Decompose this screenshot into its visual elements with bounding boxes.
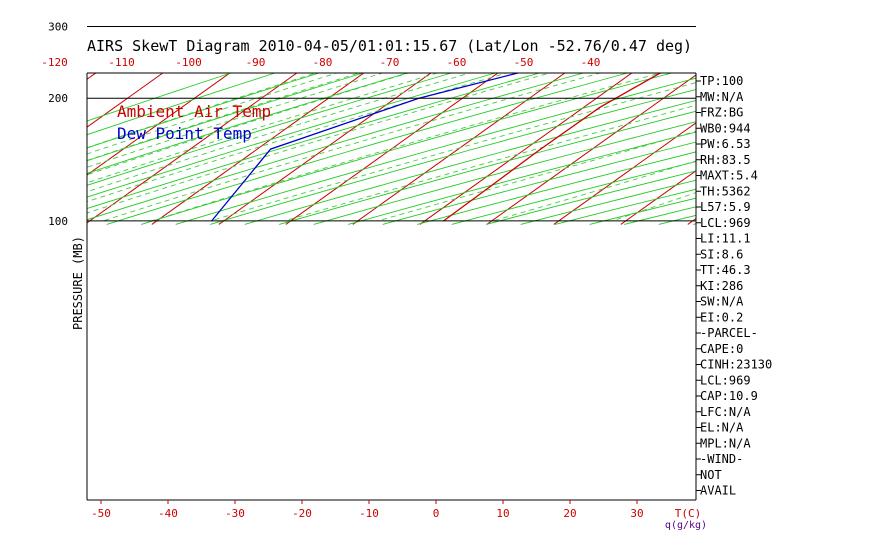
index-label: LCL:969 <box>700 216 751 230</box>
top-temp-tick-label: -110 <box>108 56 135 69</box>
temp-tick-label: 20 <box>563 507 576 520</box>
grid-lines <box>87 0 870 225</box>
index-label: FRZ:BG <box>700 106 743 120</box>
temp-tick-label: -20 <box>292 507 312 520</box>
temp-tick-label: 0 <box>433 507 440 520</box>
index-label: LCL:969 <box>700 373 751 387</box>
index-label: TT:46.3 <box>700 263 751 277</box>
top-temp-tick-label: -60 <box>447 56 467 69</box>
index-label: -PARCEL- <box>700 326 758 340</box>
isotherm-line <box>486 74 696 225</box>
profiles <box>211 73 662 222</box>
moist-adiabat-line <box>210 82 696 222</box>
index-label: CAP:10.9 <box>700 389 758 403</box>
temperature-profile-line <box>443 73 662 222</box>
pressure-tick-label: 200 <box>48 92 68 105</box>
index-label: MPL:N/A <box>700 436 751 450</box>
chart-title: AIRS SkewT Diagram 2010-04-05/01:01:15.6… <box>87 37 692 55</box>
moist-adiabat-line <box>493 160 696 222</box>
index-label: CINH:23130 <box>700 358 772 372</box>
top-temp-tick-label: -100 <box>175 56 202 69</box>
top-temp-tick-label: -90 <box>246 56 266 69</box>
legend: Ambient Air Temp Dew Point Temp <box>117 102 271 143</box>
temp-tick-label: 10 <box>496 507 509 520</box>
index-label: CAPE:0 <box>700 342 743 356</box>
index-label: RH:83.5 <box>700 153 751 167</box>
dry-adiabat-line <box>382 141 696 225</box>
index-label: PW:6.53 <box>700 137 751 151</box>
index-label: TH:5362 <box>700 184 751 198</box>
temp-tick-label: -50 <box>91 507 111 520</box>
top-temp-tick-label: -50 <box>514 56 534 69</box>
dewpoint-profile-line <box>211 73 521 222</box>
top-temp-tick-label: -80 <box>313 56 333 69</box>
dry-adiabat-line <box>244 100 696 225</box>
index-label: NOT <box>700 468 722 482</box>
axes: 1002003004005006007008009001000-50-40-30… <box>41 20 707 531</box>
dry-adiabat-line <box>520 179 696 225</box>
isotherm-line <box>285 73 499 225</box>
index-label: MAXT:5.4 <box>700 169 758 183</box>
index-label: KI:286 <box>700 279 743 293</box>
pressure-tick-label: 100 <box>48 215 68 228</box>
isobars <box>87 25 696 222</box>
isotherm-line <box>553 122 696 225</box>
index-label: WB0:944 <box>700 121 751 135</box>
isotherm-line <box>822 0 870 224</box>
dry-adiabat-line <box>451 161 696 225</box>
index-label: MW:N/A <box>700 90 744 104</box>
index-label: EL:N/A <box>700 421 744 435</box>
isotherm-line <box>218 73 432 225</box>
legend-temp: Ambient Air Temp <box>117 102 271 121</box>
isotherm-line <box>352 73 566 225</box>
pressure-tick-label: 300 <box>48 20 68 33</box>
top-temp-tick-label: -70 <box>380 56 400 69</box>
temp-tick-label: -10 <box>359 507 379 520</box>
isotherm-line <box>87 73 231 176</box>
temp-unit-label: T(C) <box>675 507 702 520</box>
isotherm-line <box>419 73 633 225</box>
index-label: AVAIL <box>700 484 736 498</box>
index-label: LI:11.1 <box>700 232 751 246</box>
isotherm-line <box>151 73 365 225</box>
isotherm-line <box>755 0 870 224</box>
mixing-ratio-unit-label: q(g/kg) <box>665 520 707 531</box>
top-temp-tick-label: -40 <box>581 56 601 69</box>
temp-tick-label: -30 <box>225 507 245 520</box>
index-label: EI:0.2 <box>700 310 743 324</box>
index-label: TP:100 <box>700 74 743 88</box>
index-label: SI:8.6 <box>700 247 743 261</box>
index-label: L57:5.9 <box>700 200 751 214</box>
temp-tick-label: -40 <box>158 507 178 520</box>
index-label: -WIND- <box>700 452 743 466</box>
index-label: SW:N/A <box>700 295 744 309</box>
temp-tick-label: 30 <box>630 507 643 520</box>
legend-dew: Dew Point Temp <box>117 124 252 143</box>
index-label: LFC:N/A <box>700 405 751 419</box>
dry-adiabat-line <box>279 110 696 225</box>
y-axis-label: PRESSURE (MB) <box>71 236 85 330</box>
top-temp-tick-label: -120 <box>41 56 68 69</box>
